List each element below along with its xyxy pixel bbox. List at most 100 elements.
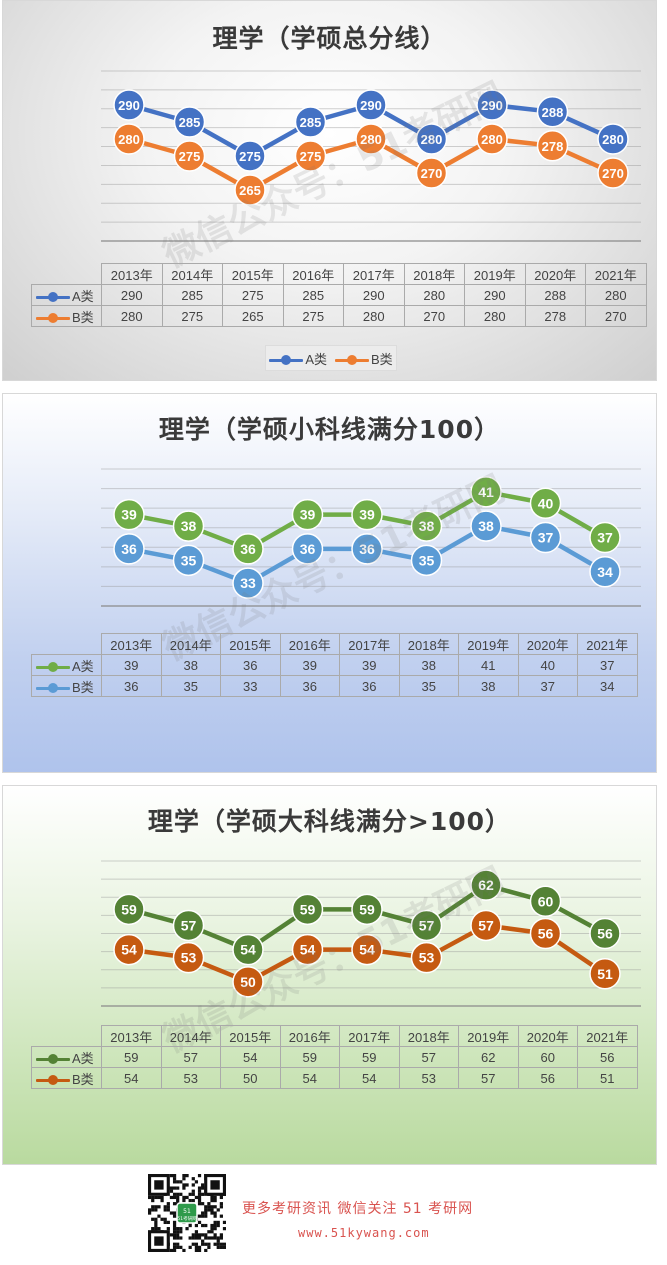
data-point: [470, 869, 502, 901]
data-label: 39: [300, 507, 316, 523]
table-cell: 290: [343, 284, 405, 306]
table-cell: 39: [101, 654, 162, 676]
table-cell: 54: [101, 1067, 162, 1089]
data-label: 280: [118, 132, 140, 147]
table-header-cell: 2013年: [101, 263, 163, 285]
data-point: [113, 123, 145, 155]
data-label: 290: [360, 98, 382, 113]
table-cell: 54: [279, 1067, 340, 1089]
table-corner: [31, 633, 102, 655]
data-label: 36: [240, 541, 256, 557]
data-point: [410, 510, 443, 542]
data-point: [113, 498, 145, 531]
data-label: 275: [239, 149, 261, 164]
data-point: [351, 933, 383, 966]
data-point: [291, 498, 324, 531]
data-label: 285: [179, 115, 201, 130]
table-header-cell: 2015年: [220, 633, 281, 655]
table-row: A类 59 57 54 59 59 57 62 60 56: [31, 1046, 638, 1068]
table-cell: 39: [339, 654, 400, 676]
table-series-label: A类: [31, 284, 102, 306]
table-header-cell: 2018年: [398, 633, 459, 655]
table-cell: 37: [577, 654, 638, 676]
legend-key-icon: [36, 683, 70, 694]
chart-title: 理学（学硕总分线）: [212, 24, 447, 53]
footer-website-link[interactable]: www.51kywang.com: [298, 1226, 430, 1240]
data-point: [113, 89, 145, 121]
data-label: 50: [240, 974, 256, 990]
legend-key-icon: [36, 1054, 70, 1065]
data-label: 41: [478, 484, 494, 500]
data-point: [234, 140, 266, 172]
data-point: [470, 476, 502, 508]
data-label: 60: [538, 893, 554, 909]
table-cell: 280: [343, 305, 405, 327]
data-point: [113, 533, 145, 565]
table-cell: 39: [279, 654, 340, 676]
table-header-cell: 2013年: [101, 633, 162, 655]
table-header-cell: 2019年: [458, 633, 519, 655]
data-table: 2013年 2014年 2015年 2016年 2017年 2018年 2019年 2020年…: [31, 633, 638, 697]
data-label: 36: [121, 541, 137, 557]
data-label: 62: [478, 877, 494, 893]
data-point: [589, 958, 621, 990]
data-point: [172, 544, 205, 577]
table-cell: 285: [161, 284, 223, 306]
data-point: [351, 893, 383, 926]
data-point: [476, 89, 508, 121]
table-cell: 280: [101, 305, 163, 327]
table-cell: 51: [577, 1067, 638, 1089]
data-label: 56: [538, 926, 554, 942]
table-cell: 53: [160, 1067, 221, 1089]
data-label: 57: [181, 917, 197, 933]
data-label: 270: [421, 166, 443, 181]
table-header-cell: 2017年: [343, 263, 405, 285]
data-label: 53: [419, 950, 435, 966]
data-label: 38: [419, 518, 435, 534]
footer: 51 51考研网 更多考研资讯 微信关注 51 考研网 www.51kywang.…: [0, 1166, 667, 1265]
data-label: 285: [300, 115, 322, 130]
table-cell: 288: [524, 284, 586, 306]
table-row: B类 36 35 33 36 36 35 38 37 34: [31, 675, 638, 697]
data-point: [597, 157, 629, 189]
table-cell: 59: [101, 1046, 162, 1068]
legend-item-a: A类: [269, 349, 327, 368]
table-header-cell: 2018年: [398, 1025, 459, 1047]
table-header-cell: 2019年: [464, 263, 526, 285]
table-cell: 280: [585, 284, 647, 306]
table-header-cell: 2015年: [222, 263, 284, 285]
data-label: 39: [359, 507, 375, 523]
legend-item-b: B类: [335, 349, 393, 368]
legend-label: B类: [371, 351, 393, 367]
data-label: 290: [481, 98, 503, 113]
table-cell: 280: [464, 305, 526, 327]
table-cell: 33: [220, 675, 281, 697]
data-point: [476, 123, 508, 155]
line-chart-large-subject: 59 57 54 59 59 57 62 60 56 54 53 50 54 54 53 57 56 51: [101, 860, 641, 1007]
data-label: 290: [118, 98, 140, 113]
table-header-cell: 2016年: [279, 1025, 340, 1047]
data-point: [294, 140, 327, 172]
data-point: [415, 157, 448, 189]
table-cell: 36: [220, 654, 281, 676]
table-cell: 60: [517, 1046, 578, 1068]
table-cell: 275: [161, 305, 223, 327]
table-cell: 270: [403, 305, 465, 327]
table-header-cell: 2016年: [282, 263, 344, 285]
data-point: [172, 909, 205, 942]
legend-label: A类: [305, 351, 327, 367]
data-label: 37: [538, 530, 554, 546]
table-series-label: A类: [31, 1046, 102, 1068]
data-point: [470, 909, 502, 942]
svg-text:51考研网: 51考研网: [177, 1216, 197, 1222]
data-point: [232, 966, 264, 998]
table-header-cell: 2021年: [585, 263, 647, 285]
data-point: [536, 130, 569, 162]
svg-text:51: 51: [183, 1208, 191, 1215]
data-label: 51: [597, 966, 613, 982]
data-point: [173, 140, 206, 172]
table-cell: 57: [398, 1046, 459, 1068]
chart-panel-small-subject: 理学（学硕小科线满分100） 39 38 36 39 39 38 41 40 37 36 35 33 3…: [2, 393, 657, 773]
table-cell: 59: [339, 1046, 400, 1068]
